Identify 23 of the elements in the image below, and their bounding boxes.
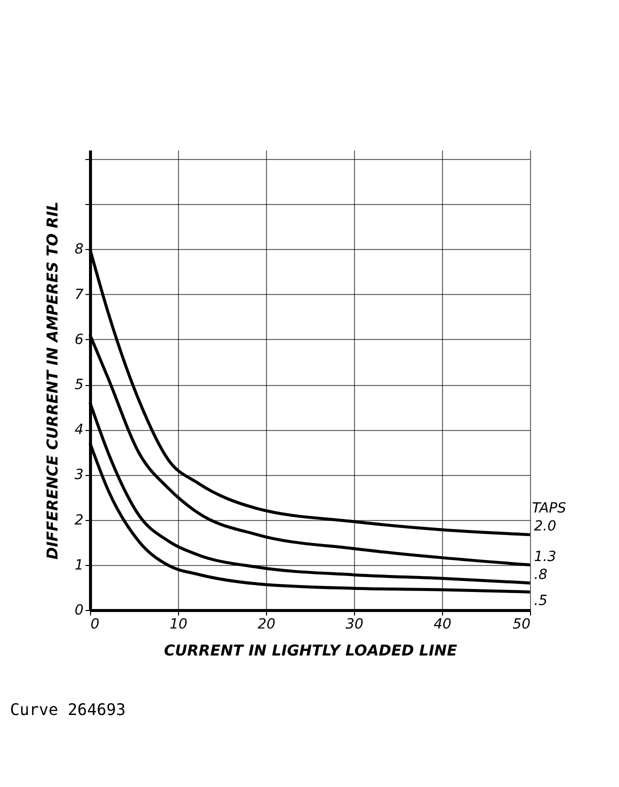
- y-tick-label: 8: [74, 242, 84, 258]
- x-tick-label: 50: [512, 616, 531, 632]
- x-axis-title: CURRENT IN LIGHTLY LOADED LINE: [164, 642, 458, 660]
- y-tick-label: 4: [74, 422, 84, 438]
- legend-title: TAPS: [532, 500, 566, 517]
- series-label: .5: [534, 592, 548, 609]
- x-tick-label: 20: [258, 616, 276, 632]
- x-tick-label: 0: [90, 616, 100, 632]
- series-label: 2.0: [534, 518, 556, 535]
- y-axis-title: DIFFERENCE CURRENT IN AMPERES TO RIL: [44, 202, 62, 560]
- y-tick-label: 6: [74, 332, 84, 348]
- y-tick-label: 7: [74, 286, 84, 303]
- x-tick-label: 40: [434, 616, 452, 632]
- x-tick-label: 10: [170, 616, 188, 632]
- y-tick-label: 0: [74, 602, 84, 618]
- x-tick-label: 30: [346, 616, 364, 632]
- y-tick-label: 3: [74, 467, 84, 484]
- y-tick-label: 2: [74, 512, 84, 528]
- series-label: .8: [534, 566, 548, 583]
- series-label: 1.3: [534, 548, 556, 565]
- y-tick-label: 1: [74, 557, 84, 574]
- text: Curve 264693: [10, 700, 126, 719]
- y-tick-label: 5: [74, 377, 84, 394]
